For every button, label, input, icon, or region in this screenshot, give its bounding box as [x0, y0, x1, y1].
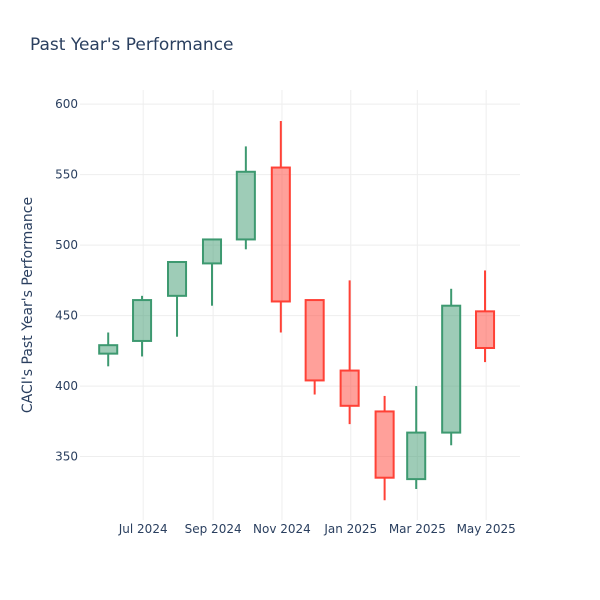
candle-body: [235, 170, 256, 241]
candle-body: [304, 299, 325, 382]
candle-decreasing: [270, 121, 291, 333]
candle-increasing: [132, 295, 153, 357]
y-tick-label: 350: [55, 450, 78, 464]
candle-body: [132, 299, 153, 342]
candle-decreasing: [339, 280, 360, 425]
candle-increasing: [201, 238, 223, 306]
x-tick-label: Mar 2025: [389, 522, 446, 536]
x-axis-ticks: Jul 2024 Sep 2024 Nov 2024 Jan 2025 Mar 2025…: [118, 522, 516, 536]
y-tick-label: 550: [55, 168, 78, 182]
candle-body: [270, 166, 291, 303]
x-tick-label: Sep 2024: [185, 522, 242, 536]
candle-increasing: [167, 261, 188, 337]
candle-decreasing: [374, 395, 395, 501]
candle-increasing: [98, 332, 119, 367]
x-tick-label: Nov 2024: [253, 522, 311, 536]
chart-title: Past Year's Performance: [30, 35, 234, 55]
y-tick-label: 450: [55, 309, 78, 323]
y-axis-title: CACI's Past Year's Performance: [20, 197, 36, 413]
candle-body: [167, 261, 188, 297]
candle-decreasing: [304, 299, 325, 395]
candle-body: [98, 344, 119, 355]
grid: [80, 90, 520, 520]
candle-body: [475, 310, 496, 350]
candle-body: [339, 369, 360, 407]
candle-increasing: [441, 288, 462, 446]
y-axis-ticks: 350 400 450 500 550 600: [55, 97, 78, 463]
candle-decreasing: [475, 270, 496, 363]
candle-body: [201, 238, 223, 265]
candle-body: [374, 410, 395, 479]
y-tick-label: 600: [55, 97, 78, 111]
x-tick-label: Jan 2025: [323, 522, 377, 536]
candle-body: [406, 431, 427, 481]
y-tick-label: 400: [55, 379, 78, 393]
x-tick-label: Jul 2024: [118, 522, 168, 536]
candle-increasing: [235, 146, 256, 250]
y-tick-label: 500: [55, 238, 78, 252]
candle-body: [441, 304, 462, 434]
candle-increasing: [406, 386, 427, 489]
candles: [98, 121, 496, 501]
x-tick-label: May 2025: [457, 522, 516, 536]
